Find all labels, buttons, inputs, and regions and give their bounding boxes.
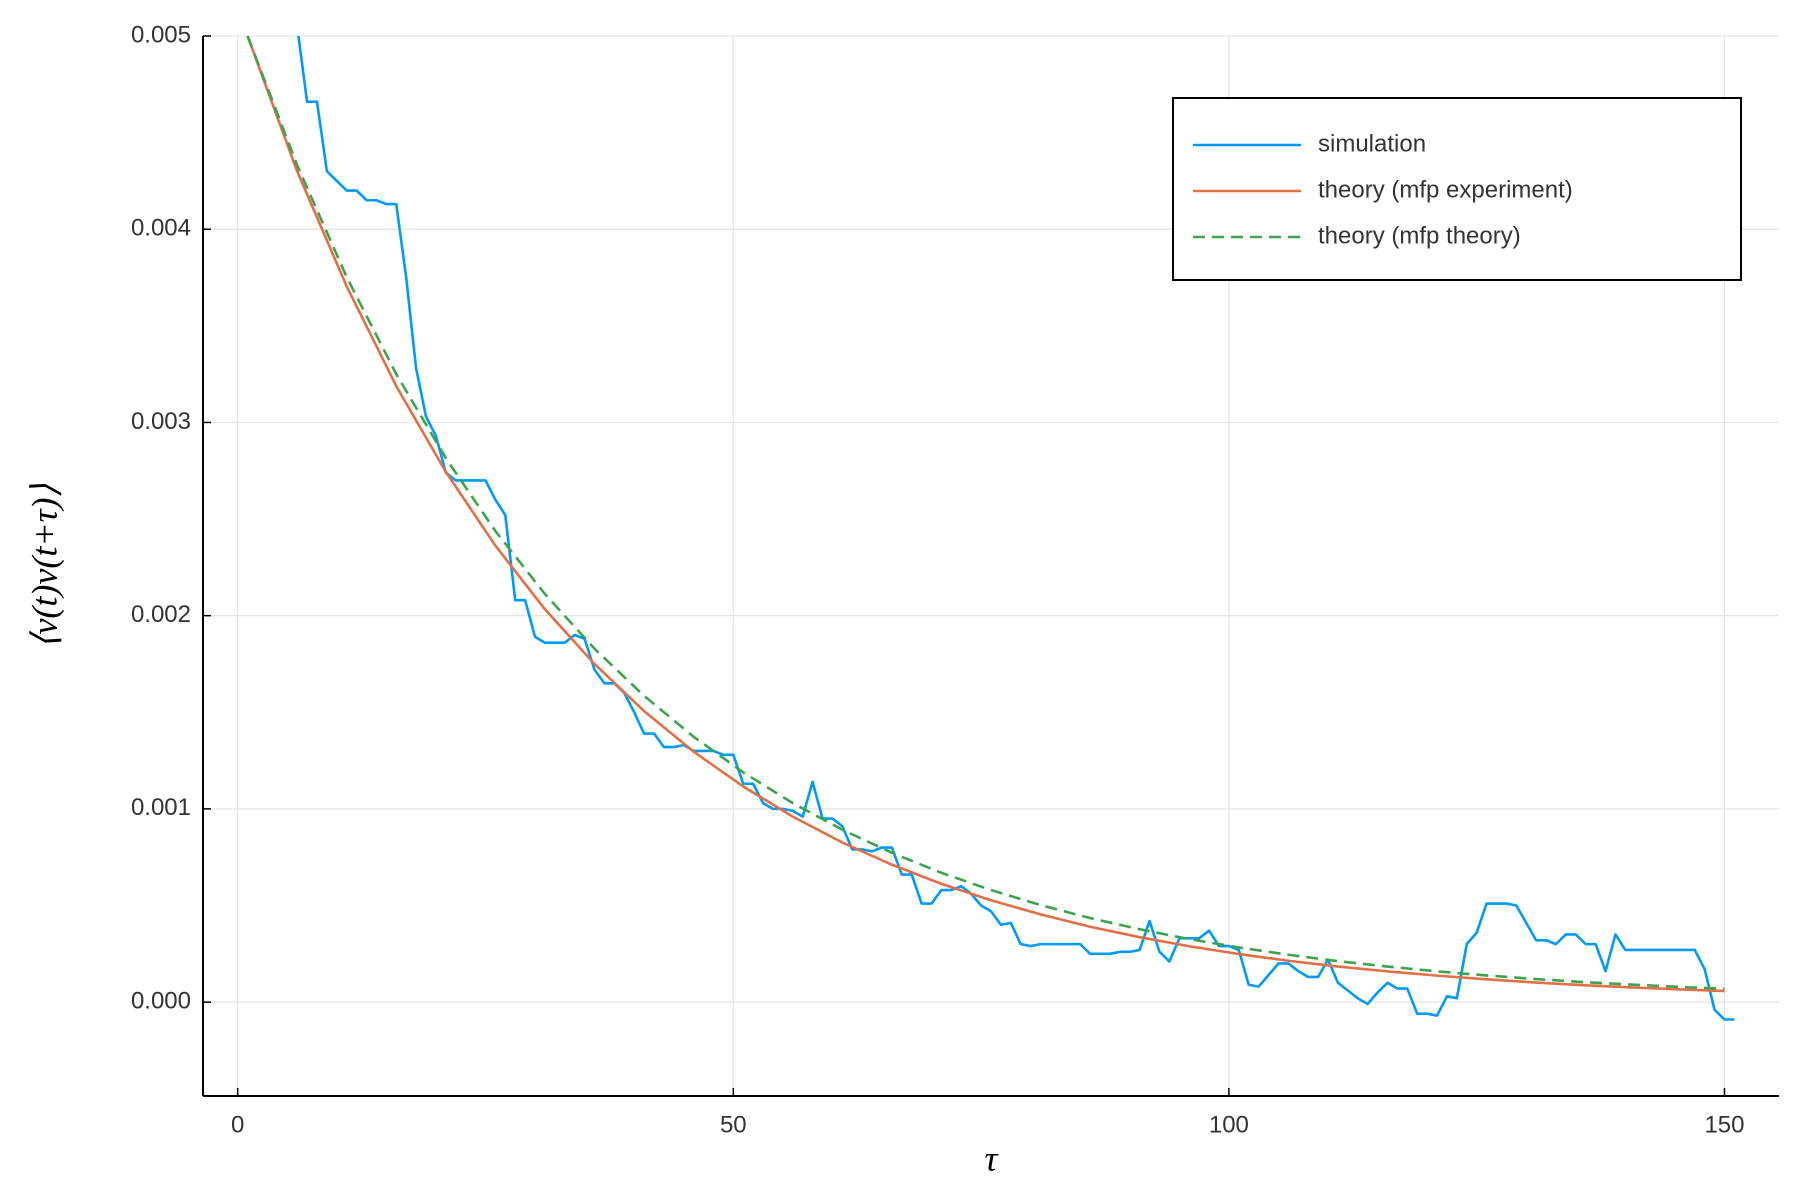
- y-tick-label: 0.002: [131, 601, 191, 628]
- series-line: [246, 36, 1725, 993]
- legend-box: [1172, 97, 1742, 281]
- y-tick-label: 0.004: [131, 215, 191, 242]
- x-tick-label: 150: [1704, 1111, 1744, 1138]
- x-tick-label: 50: [720, 1111, 747, 1138]
- y-axis-label: ⟨v(t)v(t+τ)⟩: [24, 483, 64, 648]
- y-tick-label: 0.003: [131, 408, 191, 435]
- y-tick-label: 0.000: [131, 987, 191, 1014]
- legend-label: theory (mfp theory): [1318, 222, 1521, 249]
- x-tick-label: 100: [1209, 1111, 1249, 1138]
- x-tick-label: 0: [231, 1111, 244, 1138]
- series-line: [246, 36, 1725, 991]
- legend-label: theory (mfp experiment): [1318, 176, 1573, 203]
- plot-area: [246, 36, 1735, 1021]
- series-line: [297, 36, 1735, 1021]
- y-tick-label: 0.005: [131, 21, 191, 48]
- legend-label: simulation: [1318, 130, 1426, 157]
- x-axis-label: τ: [985, 1138, 999, 1178]
- y-tick-label: 0.001: [131, 794, 191, 821]
